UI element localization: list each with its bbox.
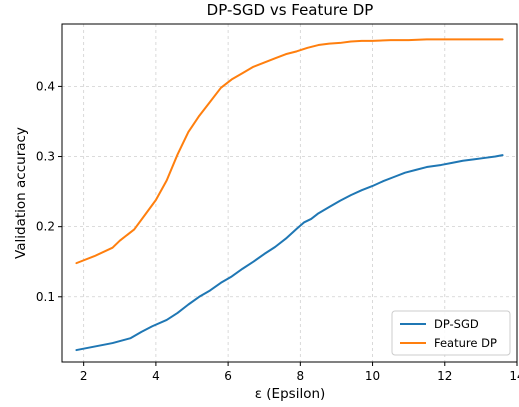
legend-label-dp-sgd: DP-SGD [434,317,479,331]
y-tick-label: 0.3 [36,150,55,164]
series-layer [75,38,504,352]
chart-title: DP-SGD vs Feature DP [207,1,374,19]
x-tick-label: 14 [509,369,519,383]
x-tick-label: 2 [80,369,88,383]
x-tick-label: 12 [437,369,452,383]
series-line-feature-dp [75,38,504,265]
y-tick-label: 0.2 [36,220,55,234]
plot-frame [61,23,518,363]
x-tick-label: 4 [152,369,160,383]
x-tick-label: 6 [224,369,232,383]
axis-ticks: 2 4 6 8 10 12 14 0.1 0.2 0.3 0.4 [36,79,519,383]
y-axis-label: Validation accuracy [13,127,29,259]
legend-label-feature-dp: Feature DP [434,336,497,350]
y-tick-label: 0.4 [36,79,55,93]
legend: DP-SGD Feature DP [391,310,511,356]
x-tick-label: 8 [297,369,305,383]
x-tick-label: 10 [365,369,380,383]
series-line-dp-sgd [75,154,504,352]
x-axis-label: ε (Epsilon) [255,386,326,402]
y-tick-label: 0.1 [36,290,55,304]
